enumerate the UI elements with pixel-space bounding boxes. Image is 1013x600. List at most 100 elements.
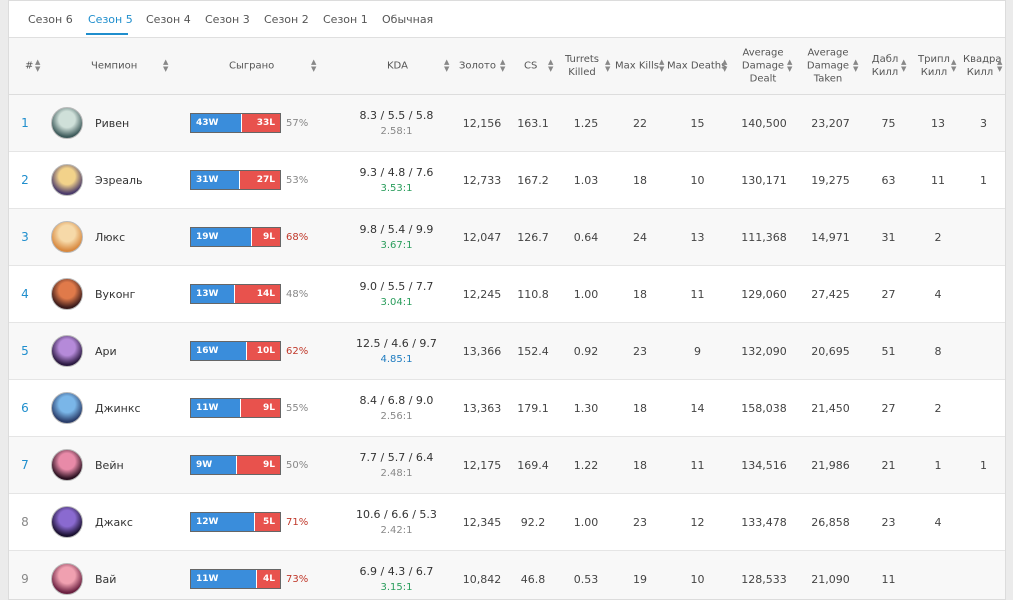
max-deaths-cell: 9 (666, 323, 729, 380)
champion-name[interactable]: Вуконг (95, 288, 135, 301)
kda-ratio: 2.48:1 (338, 468, 455, 479)
jax-avatar-icon[interactable] (51, 506, 83, 538)
winrate-percent: 50% (286, 460, 308, 471)
tab-season-1[interactable]: Сезон 1 (323, 13, 368, 26)
col-header-quadra-kill[interactable]: Квадра Килл▲▼ (961, 38, 1006, 95)
turrets-cell: 1.30 (558, 380, 614, 437)
quadra-kill-cell (961, 209, 1006, 266)
rank-number: 8 (21, 515, 29, 529)
col-header-max-kills[interactable]: Max Kills▲▼ (614, 38, 666, 95)
wins-segment: 9W (191, 456, 236, 474)
kda-ratio: 2.42:1 (338, 525, 455, 536)
max-deaths-cell: 10 (666, 551, 729, 600)
losses-segment: 9L (240, 399, 280, 417)
quadra-kill-cell (961, 323, 1006, 380)
sort-icon: ▲▼ (853, 59, 858, 73)
gold-cell: 12,175 (456, 437, 508, 494)
max-deaths-cell: 12 (666, 494, 729, 551)
ahri-avatar-icon[interactable] (51, 335, 83, 367)
kda-values: 9.0 / 5.5 / 7.7 (338, 280, 455, 293)
lux-avatar-icon[interactable] (51, 221, 83, 253)
winrate-percent: 55% (286, 403, 308, 414)
cs-cell: 126.7 (508, 209, 558, 266)
ezreal-avatar-icon[interactable] (51, 164, 83, 196)
kda-ratio: 3.67:1 (338, 240, 455, 251)
tab-season-2[interactable]: Сезон 2 (264, 13, 309, 26)
champion-cell: Вейн (41, 437, 177, 494)
sort-icon: ▲▼ (35, 59, 40, 73)
max-kills-cell: 18 (614, 152, 666, 209)
tab-season-6[interactable]: Сезон 6 (28, 13, 73, 26)
champion-name[interactable]: Эзреаль (95, 174, 143, 187)
jinx-avatar-icon[interactable] (51, 392, 83, 424)
triple-kill-cell: 8 (915, 323, 961, 380)
wins-segment: 13W (191, 285, 234, 303)
champion-name[interactable]: Люкс (95, 231, 125, 244)
col-header-cs[interactable]: CS▲▼ (508, 38, 558, 95)
wukong-avatar-icon[interactable] (51, 278, 83, 310)
rank-number: 1 (21, 116, 29, 130)
col-header-max-deaths[interactable]: Max Deaths▲▼ (666, 38, 729, 95)
riven-avatar-icon[interactable] (51, 107, 83, 139)
sort-icon: ▲▼ (901, 59, 906, 73)
max-kills-cell: 18 (614, 266, 666, 323)
tab-season-5[interactable]: Сезон 5 (88, 13, 133, 26)
col-header-double-kill[interactable]: Дабл Килл▲▼ (862, 38, 915, 95)
kda-values: 8.4 / 6.8 / 9.0 (338, 394, 455, 407)
vayne-avatar-icon[interactable] (51, 449, 83, 481)
champion-name[interactable]: Ари (95, 345, 117, 358)
rank-cell: 1 (9, 95, 41, 152)
kda-ratio: 3.53:1 (338, 183, 455, 194)
gold-cell: 13,366 (456, 323, 508, 380)
losses-segment: 4L (256, 570, 280, 588)
champion-name[interactable]: Ривен (95, 117, 129, 130)
vi-avatar-icon[interactable] (51, 563, 83, 595)
col-header-gold[interactable]: Золото▲▼ (456, 38, 508, 95)
triple-kill-cell: 11 (915, 152, 961, 209)
col-header-damage-dealt[interactable]: Average Damage Dealt▲▼ (729, 38, 799, 95)
col-header-turrets[interactable]: Turrets Killed▲▼ (558, 38, 614, 95)
triple-kill-cell: 1 (915, 437, 961, 494)
col-header-kda[interactable]: KDA▲▼ (337, 38, 456, 95)
tab-season-3[interactable]: Сезон 3 (205, 13, 250, 26)
champion-name[interactable]: Вай (95, 573, 116, 586)
max-deaths-cell: 15 (666, 95, 729, 152)
col-header-triple-kill-label: Трипл Килл (917, 53, 951, 79)
col-header-champion[interactable]: Чемпион▲▼ (41, 38, 177, 95)
double-kill-cell: 27 (862, 380, 915, 437)
tab-normal[interactable]: Обычная (382, 13, 433, 26)
col-header-damage-taken[interactable]: Average Damage Taken▲▼ (799, 38, 862, 95)
col-header-champion-label: Чемпион (91, 60, 137, 73)
champion-name[interactable]: Джакс (95, 516, 133, 529)
col-header-played[interactable]: Сыграно▲▼ (177, 38, 337, 95)
damage-taken-cell: 23,207 (799, 95, 862, 152)
quadra-kill-cell (961, 266, 1006, 323)
quadra-kill-cell: 1 (961, 152, 1006, 209)
col-header-triple-kill[interactable]: Трипл Килл▲▼ (915, 38, 961, 95)
gold-cell: 12,345 (456, 494, 508, 551)
tab-season-4[interactable]: Сезон 4 (146, 13, 191, 26)
triple-kill-cell: 2 (915, 380, 961, 437)
rank-number: 2 (21, 173, 29, 187)
cs-cell: 169.4 (508, 437, 558, 494)
champion-name[interactable]: Вейн (95, 459, 124, 472)
sort-icon: ▲▼ (311, 59, 316, 73)
champion-name[interactable]: Джинкс (95, 402, 141, 415)
kda-values: 9.8 / 5.4 / 9.9 (338, 223, 455, 236)
col-header-rank[interactable]: #▲▼ (9, 38, 41, 95)
